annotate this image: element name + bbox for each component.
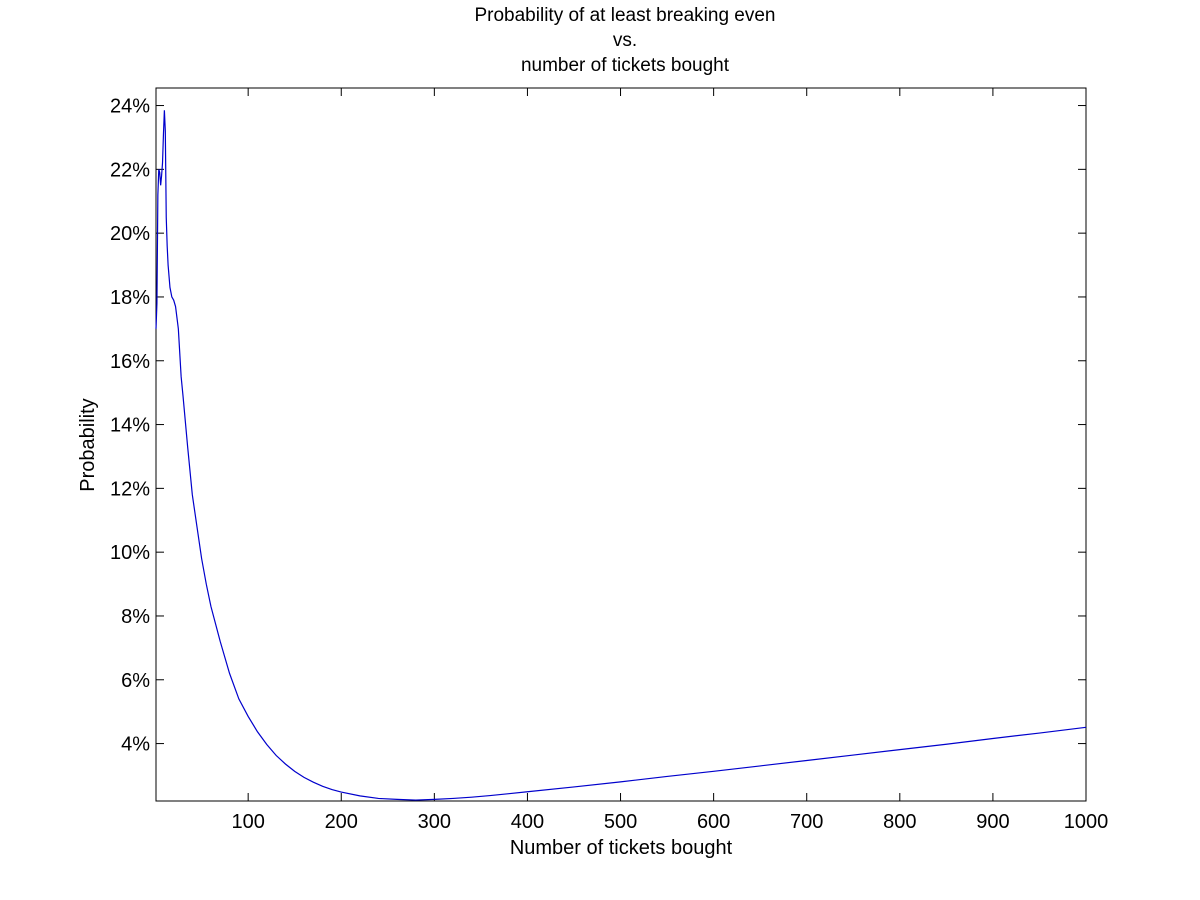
y-tick-label: 24% <box>110 96 150 118</box>
x-axis-label: Number of tickets bought <box>510 837 733 859</box>
y-tick-label: 14% <box>110 415 150 437</box>
x-tick-label: 500 <box>604 811 637 833</box>
y-tick-label: 10% <box>110 542 150 564</box>
plot-frame <box>155 87 1087 802</box>
y-tick-label: 4% <box>121 734 150 756</box>
x-tick-label: 100 <box>231 811 264 833</box>
plot-area: 100 200 300 400 500 600 700 800 900 1000 4% 6% 8% 10… <box>110 87 1108 833</box>
y-tick-label: 12% <box>110 478 150 500</box>
y-tick-label: 20% <box>110 223 150 245</box>
y-tick-label: 18% <box>110 287 150 309</box>
y-axis-ticks: 4% 6% 8% 10% 12% 14% 16% 18% 20% 22% 24% <box>110 96 1086 756</box>
x-tick-label: 400 <box>511 811 544 833</box>
y-axis-label: Probability <box>77 398 99 491</box>
x-tick-label: 300 <box>418 811 451 833</box>
chart-title-line-1: Probability of at least breaking even <box>474 5 775 26</box>
x-axis-ticks: 100 200 300 400 500 600 700 800 900 1000 <box>231 88 1108 833</box>
x-tick-label: 900 <box>976 811 1009 833</box>
x-tick-label: 200 <box>325 811 358 833</box>
chart-title-line-2: vs. <box>613 30 637 51</box>
y-tick-label: 6% <box>121 670 150 692</box>
x-tick-label: 600 <box>697 811 730 833</box>
y-tick-label: 16% <box>110 351 150 373</box>
x-tick-label: 800 <box>883 811 916 833</box>
y-tick-label: 8% <box>121 606 150 628</box>
x-tick-label: 1000 <box>1064 811 1109 833</box>
series-line-probability <box>155 110 1087 801</box>
x-tick-label: 700 <box>790 811 823 833</box>
chart-title-line-3: number of tickets bought <box>521 55 730 76</box>
y-tick-label: 22% <box>110 159 150 181</box>
